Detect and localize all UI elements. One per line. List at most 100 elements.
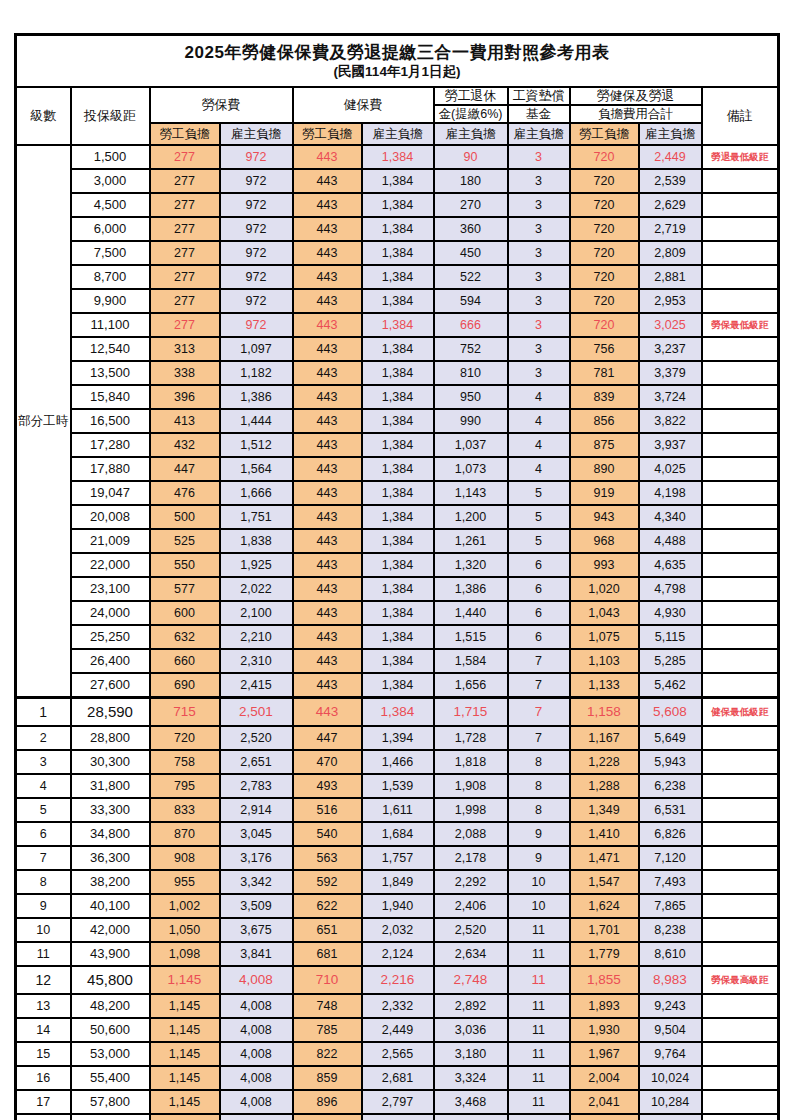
value-cell: 9 <box>508 846 570 870</box>
value-cell: 1,384 <box>362 529 434 553</box>
bracket-cell: 25,250 <box>71 625 150 649</box>
value-cell: 1,751 <box>220 505 293 529</box>
value-cell: 1,515 <box>434 625 508 649</box>
value-cell: 277 <box>150 241 220 265</box>
value-cell: 2,634 <box>434 942 508 966</box>
remark-cell <box>702 457 779 481</box>
value-cell: 7,120 <box>639 846 702 870</box>
value-cell: 3,841 <box>220 942 293 966</box>
value-cell: 1,384 <box>362 409 434 433</box>
value-cell: 1,098 <box>150 942 220 966</box>
value-cell: 2,892 <box>434 994 508 1018</box>
value-cell: 6,826 <box>639 822 702 846</box>
value-cell: 2,100 <box>220 601 293 625</box>
value-cell: 2,124 <box>362 942 434 966</box>
value-cell: 1,075 <box>570 625 639 649</box>
remark-cell <box>702 649 779 673</box>
value-cell: 2,449 <box>362 1018 434 1042</box>
col-header-bracket: 投保級距 <box>71 87 150 145</box>
value-cell: 1,384 <box>362 433 434 457</box>
value-cell: 11 <box>508 994 570 1018</box>
value-cell: 1,384 <box>362 217 434 241</box>
value-cell: 3 <box>508 217 570 241</box>
value-cell: 600 <box>150 601 220 625</box>
value-cell: 950 <box>434 385 508 409</box>
bracket-cell: 43,900 <box>71 942 150 966</box>
value-cell: 443 <box>293 529 362 553</box>
value-cell: 338 <box>150 361 220 385</box>
value-cell: 8 <box>508 750 570 774</box>
subheader-health-employer: 雇主負擔 <box>362 123 434 145</box>
value-cell: 2,004 <box>570 1066 639 1090</box>
bracket-cell: 23,100 <box>71 577 150 601</box>
value-cell: 3 <box>508 241 570 265</box>
bracket-cell: 30,300 <box>71 750 150 774</box>
value-cell: 710 <box>293 966 362 994</box>
remark-cell <box>702 289 779 313</box>
value-cell: 1,384 <box>362 601 434 625</box>
subheader-labor-employee: 勞工負擔 <box>150 123 220 145</box>
table-row: 21,0095251,8384431,3841,26159684,488 <box>16 529 779 553</box>
table-row: 1757,8001,1454,0088962,7973,468112,04110… <box>16 1090 779 1114</box>
remark-cell <box>702 625 779 649</box>
table-row: 940,1001,0023,5096221,9402,406101,6247,8… <box>16 894 779 918</box>
table-row: 22,0005501,9254431,3841,32069934,635 <box>16 553 779 577</box>
value-cell: 1,145 <box>150 1042 220 1066</box>
value-cell: 1,925 <box>220 553 293 577</box>
remark-cell <box>702 846 779 870</box>
bracket-cell: 22,000 <box>71 553 150 577</box>
value-cell: 1,384 <box>362 241 434 265</box>
value-cell: 2,953 <box>639 289 702 313</box>
value-cell: 2,651 <box>220 750 293 774</box>
value-cell: 2,914 <box>220 798 293 822</box>
value-cell: 3,822 <box>639 409 702 433</box>
value-cell: 4,008 <box>220 1066 293 1090</box>
bracket-cell: 40,100 <box>71 894 150 918</box>
remark-cell <box>702 553 779 577</box>
table-row: 24,0006002,1004431,3841,44061,0434,930 <box>16 601 779 625</box>
value-cell: 4,008 <box>220 966 293 994</box>
table-row: 533,3008332,9145161,6111,99881,3496,531 <box>16 798 779 822</box>
level-cell: 2 <box>16 726 71 750</box>
value-cell: 450 <box>434 241 508 265</box>
remark-cell <box>702 1066 779 1090</box>
table-row: 19,0474761,6664431,3841,14359194,198 <box>16 481 779 505</box>
bracket-cell: 4,500 <box>71 193 150 217</box>
col-header-wage-fund-line1: 工資墊償 <box>508 87 570 105</box>
bracket-cell: 50,600 <box>71 1018 150 1042</box>
value-cell: 919 <box>570 481 639 505</box>
level-cell: 6 <box>16 822 71 846</box>
remark-cell <box>702 942 779 966</box>
value-cell: 1,037 <box>434 433 508 457</box>
value-cell: 443 <box>293 361 362 385</box>
value-cell: 577 <box>150 577 220 601</box>
value-cell: 1,384 <box>362 481 434 505</box>
value-cell: 7,493 <box>639 870 702 894</box>
value-cell: 943 <box>293 1114 362 1120</box>
value-cell: 2,406 <box>434 894 508 918</box>
bracket-cell: 27,600 <box>71 673 150 698</box>
table-row: 4,5002779724431,38427037202,629 <box>16 193 779 217</box>
value-cell: 470 <box>293 750 362 774</box>
table-row: 8,7002779724431,38452237202,881 <box>16 265 779 289</box>
value-cell: 10,284 <box>639 1090 702 1114</box>
bracket-cell: 3,000 <box>71 169 150 193</box>
value-cell: 4 <box>508 409 570 433</box>
value-cell: 443 <box>293 433 362 457</box>
value-cell: 4,008 <box>220 1090 293 1114</box>
value-cell: 4,635 <box>639 553 702 577</box>
value-cell: 1,930 <box>570 1018 639 1042</box>
value-cell: 10 <box>508 894 570 918</box>
value-cell: 447 <box>150 457 220 481</box>
col-header-health-insurance: 健保費 <box>293 87 434 123</box>
bracket-cell: 19,047 <box>71 481 150 505</box>
value-cell: 1,818 <box>434 750 508 774</box>
level-cell: 16 <box>16 1066 71 1090</box>
value-cell: 720 <box>570 289 639 313</box>
remark-cell <box>702 361 779 385</box>
value-cell: 413 <box>150 409 220 433</box>
remark-cell: 勞保最高級距 <box>702 966 779 994</box>
value-cell: 856 <box>570 409 639 433</box>
value-cell: 990 <box>434 409 508 433</box>
title-block: 2025年勞健保保費及勞退提繳三合一費用對照參考用表 (民國114年1月1日起) <box>16 35 779 88</box>
